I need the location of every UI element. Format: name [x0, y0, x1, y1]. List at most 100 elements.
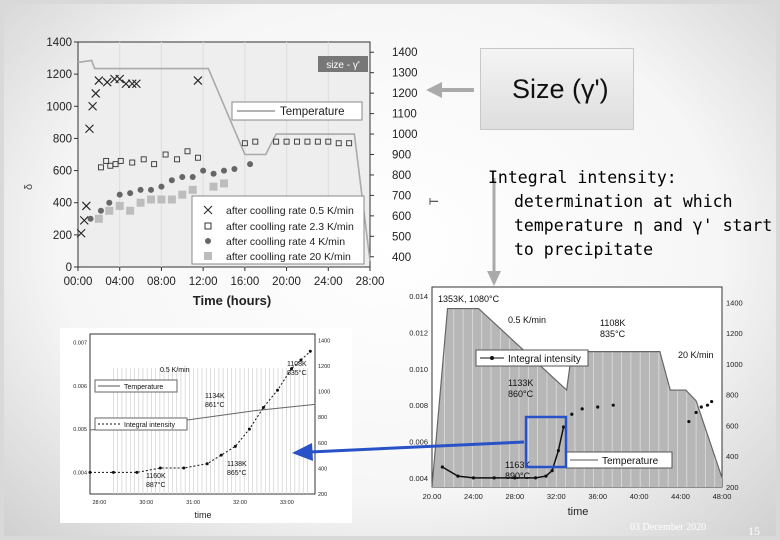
size-point-x	[132, 79, 141, 89]
size-legend-label: after coolling rate 20 K/min	[226, 251, 351, 263]
intensity-chart-axes: 0.004 0.006 0.008 0.010 0.012 0.014 200 400 600 8…	[409, 292, 742, 501]
intensity-annotation: 1108K	[600, 318, 625, 328]
zoom-point	[158, 466, 162, 470]
size-x-tick-label: 04:00	[105, 276, 134, 288]
note-line-2: determination at which	[514, 192, 733, 211]
zoom-arrow-shaft	[309, 440, 525, 454]
size-chart-tag-text: size - γ'	[326, 60, 360, 71]
intensity-annotation: 1133K	[508, 378, 533, 388]
zoom-point	[247, 427, 251, 431]
size-point-circle	[158, 183, 165, 190]
size-point-square	[162, 151, 169, 158]
size-point-x	[85, 124, 94, 134]
zoom-x-tick-label: 32:00	[233, 500, 247, 506]
size-right-tick-label: 1200	[392, 88, 418, 100]
size-point-x	[193, 76, 203, 85]
size-chart-temperature	[77, 59, 371, 261]
zoom-annotation: 835°C	[287, 369, 307, 377]
size-point-circle	[97, 207, 104, 214]
intensity-point	[699, 405, 703, 409]
size-chart-right-mark: T	[427, 197, 441, 205]
zoom-left-tick-label: 0.005	[73, 427, 87, 433]
zoom-right-tick-label: 200	[318, 492, 327, 498]
size-box	[480, 48, 634, 130]
size-point-circle	[116, 191, 123, 198]
intensity-annotation: 1353K, 1080°C	[438, 294, 500, 304]
size-point-circle	[179, 174, 186, 180]
size-point-square	[174, 156, 181, 163]
size-point-square	[304, 138, 311, 145]
intensity-point	[611, 403, 615, 407]
size-point-square	[294, 138, 300, 145]
size-point-x	[121, 79, 131, 89]
zoom-annotation: 861°C	[205, 401, 225, 409]
size-point-square-filled	[147, 195, 155, 204]
intensity-annotation: 860°C	[508, 389, 534, 399]
intensity-temp-legend-text: Temperature	[602, 456, 659, 467]
size-point-square-filled	[220, 179, 228, 188]
intensity-x-tick-label: 40:00	[630, 492, 649, 501]
zoom-point	[290, 367, 294, 371]
size-point-square	[151, 161, 158, 168]
size-left-tick-label: 1200	[46, 69, 72, 81]
size-left-tick-label: 0	[66, 262, 72, 274]
size-point-x	[115, 74, 125, 84]
size-point-square	[252, 138, 259, 145]
intensity-chart: 0.004 0.006 0.008 0.010 0.012 0.014 200 400 600 8…	[409, 286, 743, 518]
intensity-left-tick-label: 0.004	[409, 474, 428, 483]
size-point-square	[241, 140, 248, 147]
intensity-point	[580, 407, 584, 411]
size-point-square-filled	[188, 185, 197, 194]
zoom-chart-points	[88, 349, 312, 474]
size-point-square	[129, 159, 136, 166]
intensity-left-tick-label: 0.014	[409, 292, 428, 301]
size-point-circle	[106, 199, 113, 206]
size-right-tick-label: 600	[392, 211, 411, 223]
zoom-right-tick-label: 1400	[318, 338, 330, 344]
intensity-x-tick-label: 36:00	[588, 492, 607, 501]
intensity-left-tick-label: 0.010	[409, 365, 428, 374]
size-legend-marker-square	[204, 222, 212, 230]
zoom-x-tick-label: 28:00	[92, 500, 106, 506]
size-point-square	[325, 138, 332, 145]
intensity-arrow	[487, 178, 501, 286]
size-chart-points	[76, 74, 353, 238]
zoom-point	[219, 453, 223, 457]
size-chart-temp-legend-text: Temperature	[280, 106, 345, 118]
size-chart-left-mark: δ	[23, 184, 35, 190]
zoom-annotation: 1160K	[146, 473, 166, 480]
intensity-x-tick-label: 48:00	[713, 492, 732, 501]
size-point-circle	[231, 165, 238, 172]
size-point-circle	[221, 167, 227, 174]
intensity-point	[492, 476, 496, 480]
intensity-legend-dot	[490, 356, 494, 360]
intensity-right-tick-label: 1000	[726, 360, 743, 369]
intensity-series-line	[441, 426, 565, 479]
intensity-x-tick-label: 20.00	[423, 492, 442, 501]
size-point-square	[346, 140, 353, 147]
intensity-point	[570, 412, 574, 416]
intensity-point	[687, 419, 691, 424]
highlight-box	[524, 415, 568, 469]
size-point-circle	[200, 167, 207, 174]
zoom-point	[308, 349, 312, 353]
note-line-4: to precipitate	[514, 240, 654, 259]
size-right-tick-label: 1300	[392, 68, 418, 80]
intensity-x-tick-label: 28:00	[505, 492, 524, 501]
intensity-annotation: 835°C	[600, 329, 626, 339]
intensity-temperature-line	[431, 307, 723, 488]
page-number: 15	[748, 524, 760, 538]
size-point-square	[103, 157, 110, 164]
size-x-tick-label: 24:00	[314, 276, 343, 288]
intensity-x-tick-label: 24:00	[464, 492, 483, 501]
size-right-tick-label: 700	[392, 190, 411, 202]
intensity-annotation: 1163K	[505, 460, 530, 470]
size-right-tick-label: 1100	[392, 109, 417, 121]
zoom-point	[135, 470, 139, 474]
size-point-square	[273, 138, 280, 145]
size-point-x	[88, 101, 97, 111]
footer-date: 03 December 2020	[630, 522, 707, 533]
intensity-point	[533, 476, 538, 480]
integral-intensity-note: Integral intensity: determination at whi…	[488, 166, 773, 262]
